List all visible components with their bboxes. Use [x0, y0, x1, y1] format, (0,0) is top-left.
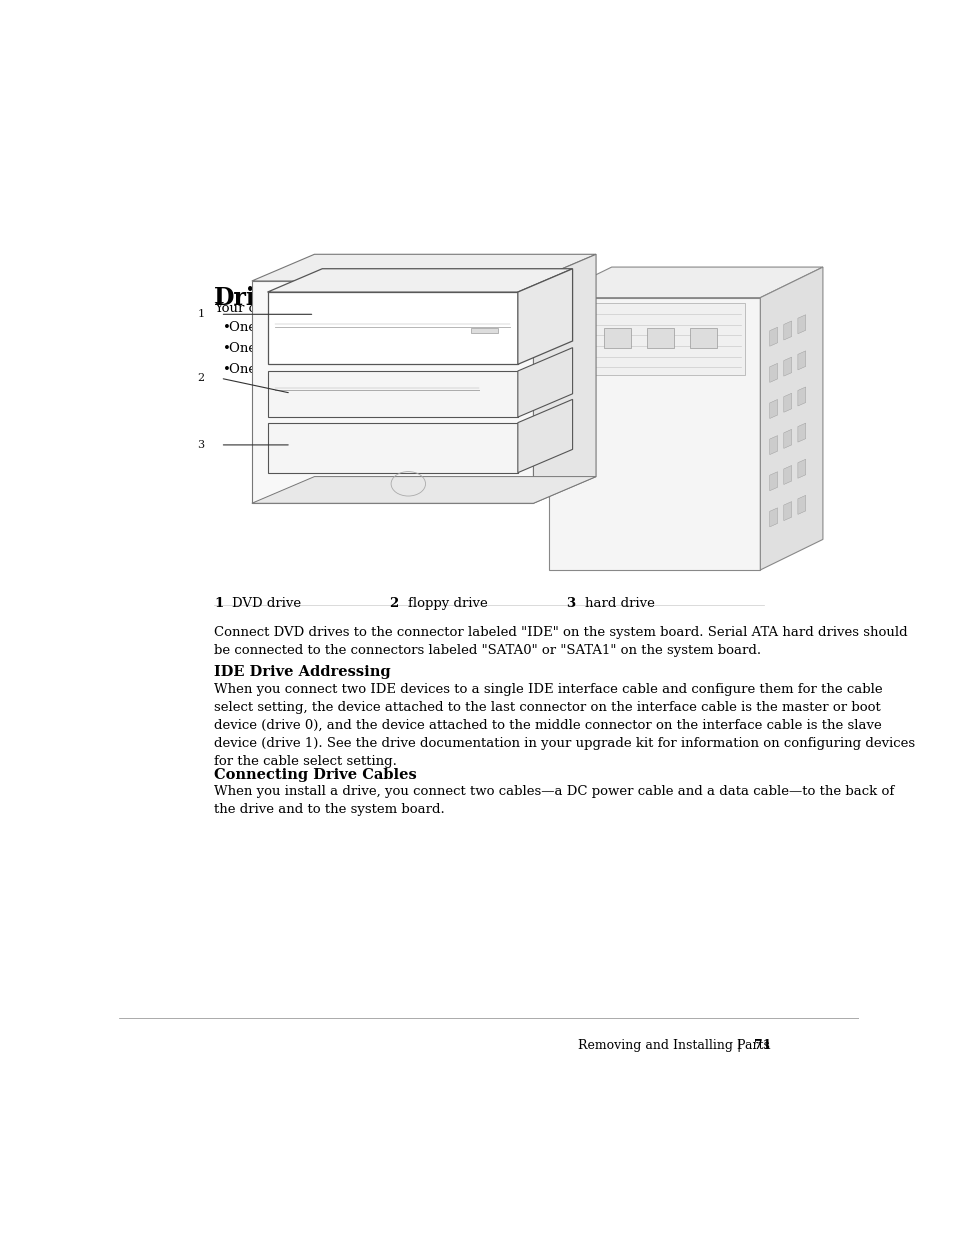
Polygon shape — [689, 329, 717, 348]
Polygon shape — [252, 477, 596, 504]
Text: •: • — [222, 363, 231, 377]
Polygon shape — [267, 422, 517, 473]
Text: 1: 1 — [197, 309, 204, 320]
Polygon shape — [533, 254, 596, 504]
Text: Drives: Drives — [213, 287, 297, 310]
Polygon shape — [549, 298, 760, 571]
Polygon shape — [760, 267, 822, 571]
Polygon shape — [797, 459, 805, 478]
Text: 71: 71 — [753, 1039, 770, 1052]
Polygon shape — [252, 282, 533, 504]
Polygon shape — [797, 387, 805, 406]
Polygon shape — [769, 472, 777, 490]
Polygon shape — [603, 329, 631, 348]
Text: When you connect two IDE devices to a single IDE interface cable and configure t: When you connect two IDE devices to a si… — [213, 683, 914, 768]
Polygon shape — [783, 466, 791, 484]
Polygon shape — [783, 430, 791, 448]
Polygon shape — [252, 254, 596, 282]
Polygon shape — [769, 327, 777, 346]
Polygon shape — [517, 399, 572, 473]
Text: One CD or DVD drive: One CD or DVD drive — [229, 363, 373, 377]
Text: |: | — [736, 1039, 740, 1052]
Polygon shape — [769, 508, 777, 527]
Polygon shape — [783, 393, 791, 412]
Text: 3: 3 — [566, 597, 575, 610]
Polygon shape — [517, 269, 572, 364]
Text: 3: 3 — [197, 440, 204, 450]
Polygon shape — [267, 293, 517, 364]
Polygon shape — [471, 329, 497, 332]
Polygon shape — [783, 501, 791, 521]
Polygon shape — [646, 329, 674, 348]
Text: When you install a drive, you connect two cables—a DC power cable and a data cab: When you install a drive, you connect tw… — [213, 785, 893, 816]
Text: One serial ATA hard drive: One serial ATA hard drive — [229, 321, 402, 335]
Text: Connect DVD drives to the connector labeled "IDE" on the system board. Serial AT: Connect DVD drives to the connector labe… — [213, 626, 906, 657]
Text: •: • — [222, 321, 231, 335]
Polygon shape — [769, 436, 777, 454]
Polygon shape — [797, 495, 805, 515]
Text: hard drive: hard drive — [584, 597, 654, 610]
Polygon shape — [797, 351, 805, 370]
Text: One FlexBay drive (floppy drive or Media Card Reader): One FlexBay drive (floppy drive or Media… — [229, 342, 600, 356]
Polygon shape — [783, 357, 791, 377]
Text: Removing and Installing Parts: Removing and Installing Parts — [577, 1039, 769, 1052]
Text: IDE Drive Addressing: IDE Drive Addressing — [213, 664, 390, 678]
Polygon shape — [267, 370, 517, 417]
Polygon shape — [769, 399, 777, 419]
Polygon shape — [588, 304, 744, 375]
Text: DVD drive: DVD drive — [233, 597, 301, 610]
Polygon shape — [769, 363, 777, 383]
Text: •: • — [222, 342, 231, 356]
Text: Connecting Drive Cables: Connecting Drive Cables — [213, 768, 416, 782]
Polygon shape — [797, 424, 805, 442]
Polygon shape — [783, 321, 791, 340]
Polygon shape — [549, 267, 822, 298]
Polygon shape — [797, 315, 805, 333]
Text: floppy drive: floppy drive — [407, 597, 487, 610]
Polygon shape — [517, 348, 572, 417]
Text: 2: 2 — [389, 597, 398, 610]
Text: 2: 2 — [197, 373, 204, 383]
Text: Your computer supports a combination of these devices:: Your computer supports a combination of … — [213, 303, 589, 315]
Polygon shape — [267, 269, 572, 293]
Text: 1: 1 — [213, 597, 223, 610]
